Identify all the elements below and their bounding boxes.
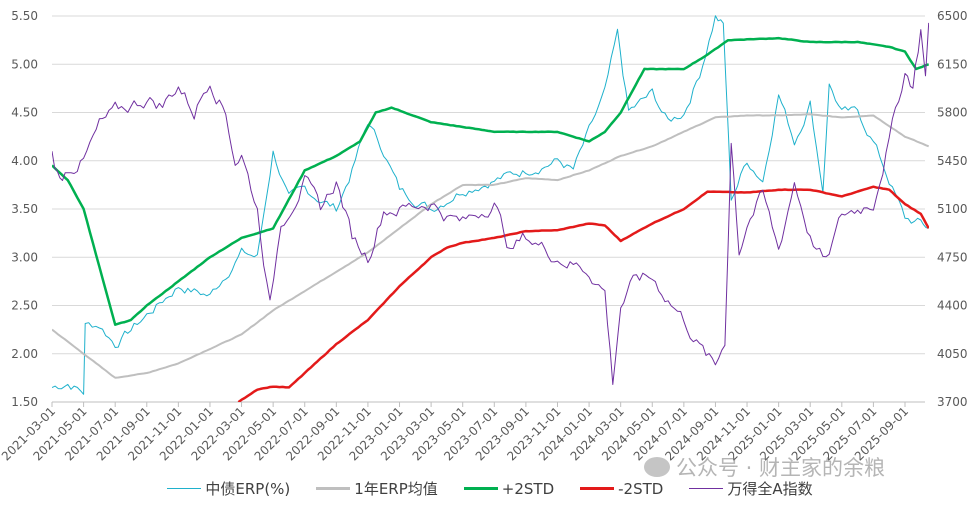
- y-axis-left: 1.50 2.00 2.50 3.00 3.50 4.00 4.50 5.00 5.50: [11, 9, 38, 409]
- y-left-tick-label: 2.50: [11, 299, 38, 313]
- legend-swatch: [689, 487, 724, 490]
- y-axis-right: 3700 4050 4400 4750 5100 5450 5800 6150 6500: [937, 9, 968, 409]
- y-right-tick-label: 4400: [937, 299, 968, 313]
- legend-label: -2STD: [618, 479, 664, 498]
- y-right-tick-label: 6500: [937, 9, 968, 23]
- y-left-tick-label: 2.00: [11, 347, 38, 361]
- legend-item: 万得全A指数: [689, 478, 813, 499]
- series-line-0: [52, 15, 929, 395]
- watermark: 公众号 · 财主家的余粮: [644, 452, 885, 482]
- y-right-tick-label: 4050: [937, 347, 968, 361]
- y-left-tick-label: 4.50: [11, 106, 38, 120]
- y-right-tick-label: 3700: [937, 395, 968, 409]
- y-left-tick-label: 4.00: [11, 154, 38, 168]
- legend-item: +2STD: [463, 478, 555, 499]
- y-left-tick-label: 1.50: [11, 395, 38, 409]
- y-left-tick-label: 3.00: [11, 250, 38, 264]
- y-right-tick-label: 5800: [937, 106, 968, 120]
- y-right-tick-label: 5100: [937, 202, 968, 216]
- legend-item: 中债ERP(%): [167, 478, 290, 499]
- y-right-tick-label: 6150: [937, 57, 968, 71]
- wechat-icon: [644, 457, 670, 477]
- series-lines: [52, 15, 929, 402]
- legend-item: -2STD: [580, 478, 663, 499]
- legend: 中债ERP(%) 1年ERP均值 +2STD -2STD 万得全A指数: [0, 478, 980, 499]
- legend-swatch: [580, 487, 615, 490]
- y-left-tick-label: 5.50: [11, 9, 38, 23]
- series-line-4: [52, 22, 929, 385]
- legend-label: 万得全A指数: [727, 480, 813, 498]
- grid: [52, 15, 925, 403]
- y-left-tick-label: 3.50: [11, 202, 38, 216]
- legend-label: 中债ERP(%): [205, 480, 291, 498]
- series-line-1: [52, 113, 929, 379]
- watermark-text: 公众号 · 财主家的余粮: [676, 456, 886, 480]
- y-right-tick-label: 4750: [937, 250, 968, 264]
- y-right-tick-label: 5450: [937, 154, 968, 168]
- y-left-tick-label: 5.00: [11, 57, 38, 71]
- legend-swatch: [316, 487, 351, 490]
- legend-label: +2STD: [501, 479, 555, 498]
- legend-swatch: [167, 487, 202, 490]
- legend-label: 1年ERP均值: [354, 480, 438, 498]
- series-line-3: [237, 185, 929, 402]
- legend-swatch: [463, 487, 498, 490]
- legend-item: 1年ERP均值: [316, 478, 438, 499]
- series-line-2: [52, 36, 929, 326]
